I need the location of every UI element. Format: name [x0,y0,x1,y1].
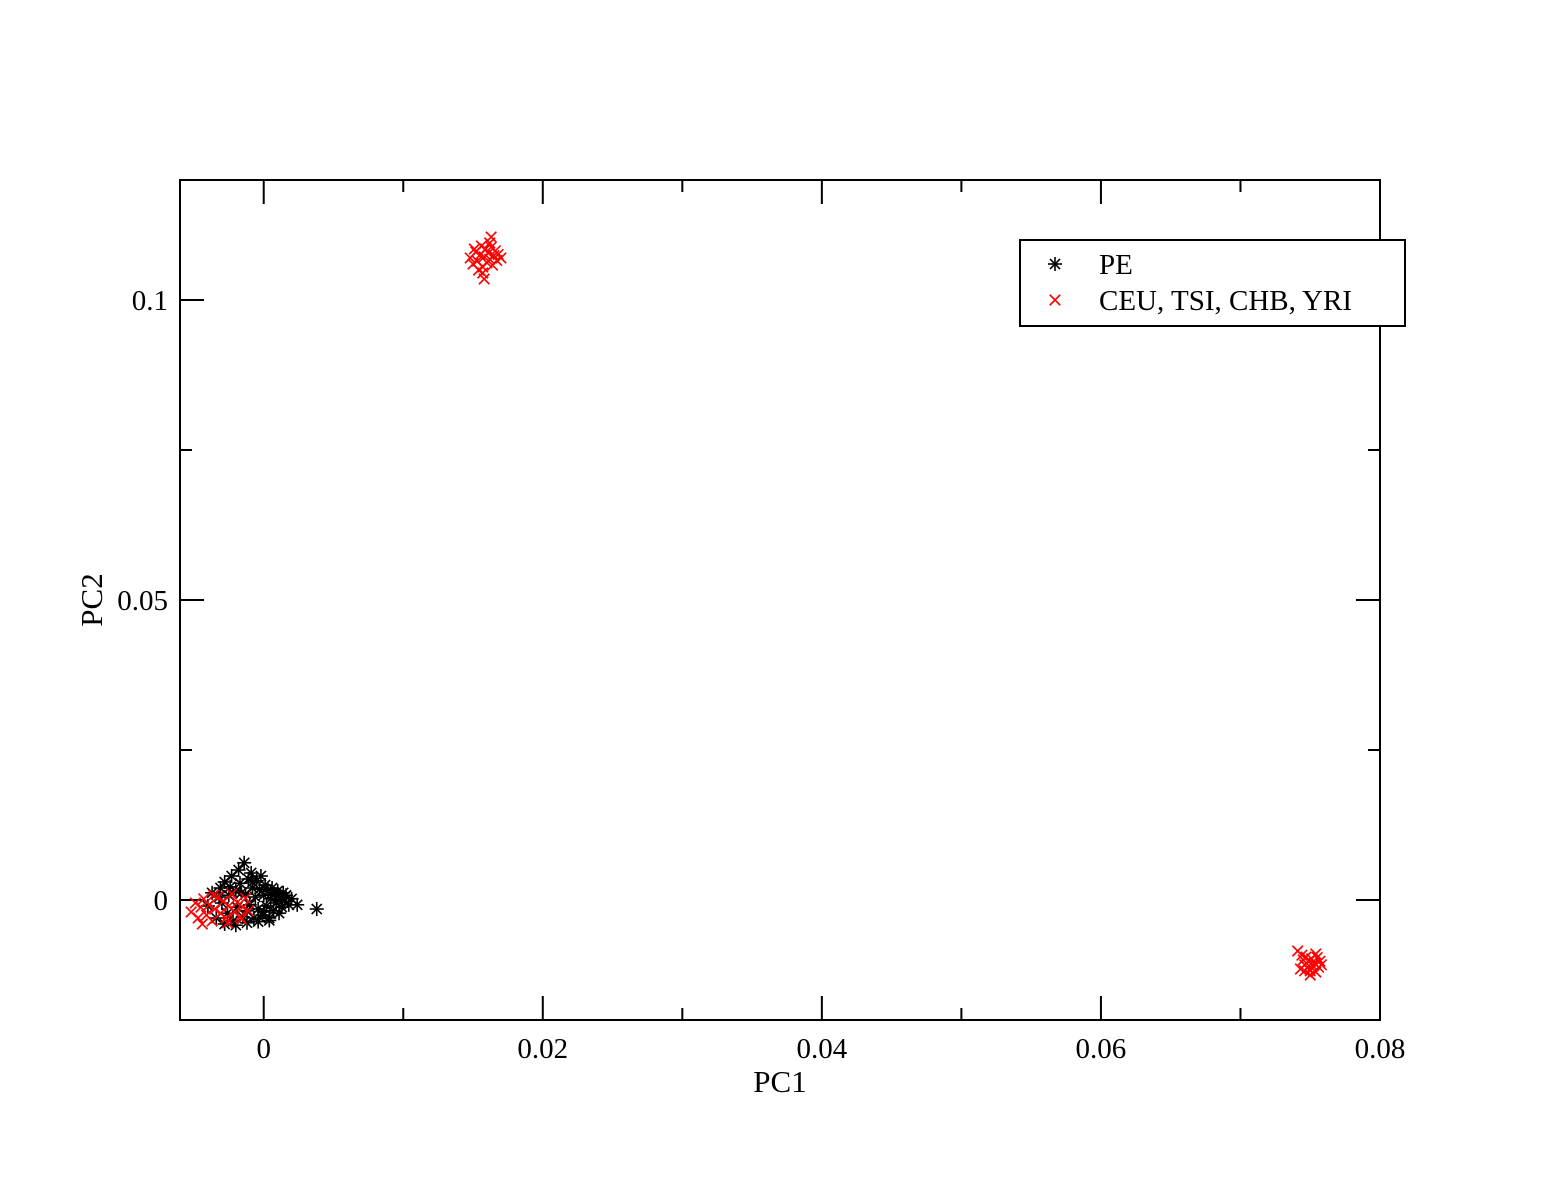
legend-marker-reference [1049,294,1061,306]
legend-asterisk-marker [1048,257,1062,271]
legend-label-reference: CEU, TSI, CHB, YRI [1099,285,1352,317]
pe-point [231,863,246,877]
pe-point [223,879,238,894]
y-tick-label: 0.1 [132,285,168,317]
y-axis-label: PC2 [74,573,109,626]
reference-point [495,252,507,264]
legend-marker-pe [1048,257,1062,271]
reference-point [1315,958,1328,971]
pe-point [274,900,289,915]
legend: PE CEU, TSI, CHB, YRI [1019,239,1406,327]
legend-x-marker [1049,294,1061,306]
pe-point [256,905,271,919]
reference-point [1304,969,1317,981]
pe-point [262,913,277,928]
pe-point [309,902,324,916]
reference-point [207,889,220,902]
reference-point [196,918,209,930]
pe-point [272,906,287,921]
x-tick-label: 0 [256,1033,271,1065]
reference-point [236,901,249,914]
data-points [185,231,1328,981]
reference-point [221,916,234,929]
pe-point [244,866,259,880]
y-tick-label: 0 [154,885,169,917]
legend-label-pe: PE [1099,249,1133,281]
x-tick-label: 0.08 [1355,1033,1406,1065]
reference-point [468,243,481,255]
series-1 [185,231,1328,981]
reference-point [239,892,252,905]
pe-point [248,890,263,904]
reference-point [476,267,489,279]
y-tick-label: 0.05 [117,585,168,617]
reference-point [195,901,207,914]
pe-point [234,885,249,900]
x-tick-label: 0.02 [517,1033,568,1065]
pe-point [251,914,266,929]
reference-point [1309,948,1322,960]
pe-point [290,897,305,912]
reference-point [189,897,202,909]
reference-point [1296,949,1308,962]
reference-point [225,888,238,900]
reference-point [235,913,248,926]
reference-point [242,904,255,917]
x-tick-label: 0.06 [1076,1033,1127,1065]
pe-point [237,855,252,870]
axis-tick-labels: 0 0.02 0.04 0.06 0.08 0 0.05 0.1 [117,285,1405,1065]
legend-box [1019,239,1406,327]
reference-point [1314,955,1326,968]
plot-frame [179,179,1381,1021]
x-axis-label: PC1 [753,1064,806,1099]
reference-point [483,237,496,249]
reference-point [1298,964,1311,977]
pe-point [245,875,260,889]
reference-point [192,912,204,924]
x-tick-label: 0.04 [796,1033,847,1065]
